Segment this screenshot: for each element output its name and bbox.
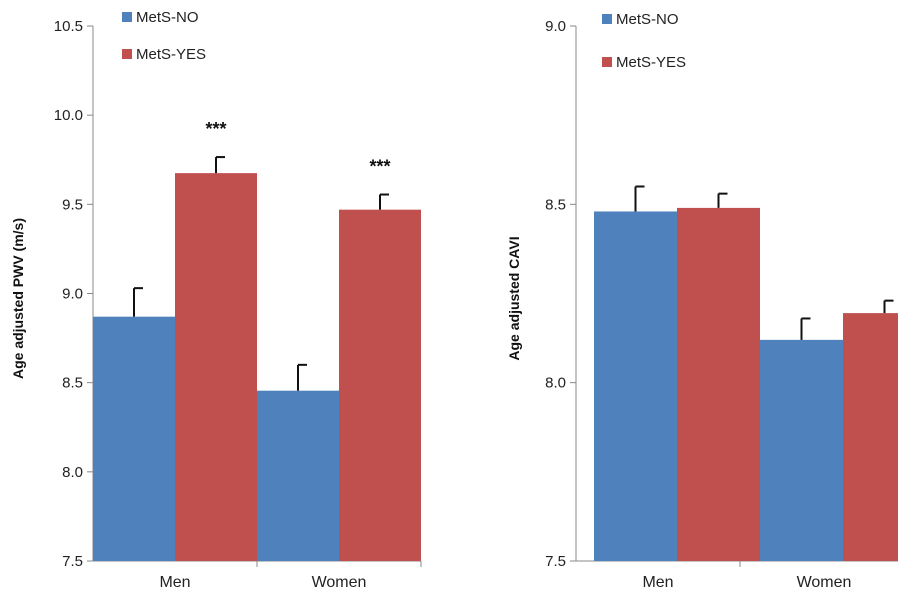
cavi-x-tick-label: Women (797, 574, 852, 591)
cavi-y-tick-label: 8.5 (545, 196, 566, 213)
cavi-y-tick-label: 9.0 (545, 18, 566, 35)
pwv-bar-women-mets-no (257, 390, 339, 561)
pwv-legend-swatch (122, 12, 132, 22)
pwv-y-tick-label: 8.0 (62, 464, 83, 481)
cavi-y-axis-title: Age adjusted CAVI (506, 236, 522, 360)
pwv-y-axis-title: Age adjusted PWV (m/s) (10, 218, 26, 379)
pwv-significance-label: *** (369, 157, 390, 177)
pwv-y-tick-label: 10.0 (54, 107, 83, 124)
cavi-legend-swatch (602, 14, 612, 24)
cavi-bar-women-mets-no (760, 339, 843, 561)
cavi-legend-swatch (602, 57, 612, 67)
pwv-y-tick-label: 7.5 (62, 553, 83, 570)
pwv-x-tick-label: Men (159, 574, 190, 591)
cavi-y-tick-label: 8.0 (545, 375, 566, 392)
cavi-bar-men-mets-no (594, 211, 677, 561)
pwv-legend-label: MetS-NO (136, 9, 199, 26)
pwv-bar-men-mets-no (93, 316, 175, 561)
cavi-chart-panel: 7.5 8.0 8.5 9.0 Men Women MetS-NO MetS-YES Age a… (506, 11, 898, 591)
pwv-legend-swatch (122, 49, 132, 59)
cavi-y-tick-label: 7.5 (545, 553, 566, 570)
cavi-bar-women-mets-yes (843, 313, 898, 561)
cavi-x-tick-label: Men (642, 574, 673, 591)
pwv-legend-label: MetS-YES (136, 46, 206, 63)
pwv-y-tick-label: 8.5 (62, 375, 83, 392)
pwv-bar-men-mets-yes (175, 173, 257, 561)
pwv-y-tick-label: 10.5 (54, 18, 83, 35)
pwv-x-tick-label: Women (312, 574, 367, 591)
cavi-legend-label: MetS-NO (616, 11, 679, 28)
cavi-bar-men-mets-yes (677, 207, 760, 561)
cavi-legend-label: MetS-YES (616, 54, 686, 71)
pwv-chart-panel: 7.5 8.0 8.5 9.0 9.5 10.0 10.5 *** Men *** Women Met… (10, 9, 422, 591)
pwv-y-tick-label: 9.5 (62, 196, 83, 213)
pwv-y-tick-label: 9.0 (62, 286, 83, 303)
pwv-significance-label: *** (205, 119, 226, 139)
pwv-bar-women-mets-yes (339, 209, 421, 561)
